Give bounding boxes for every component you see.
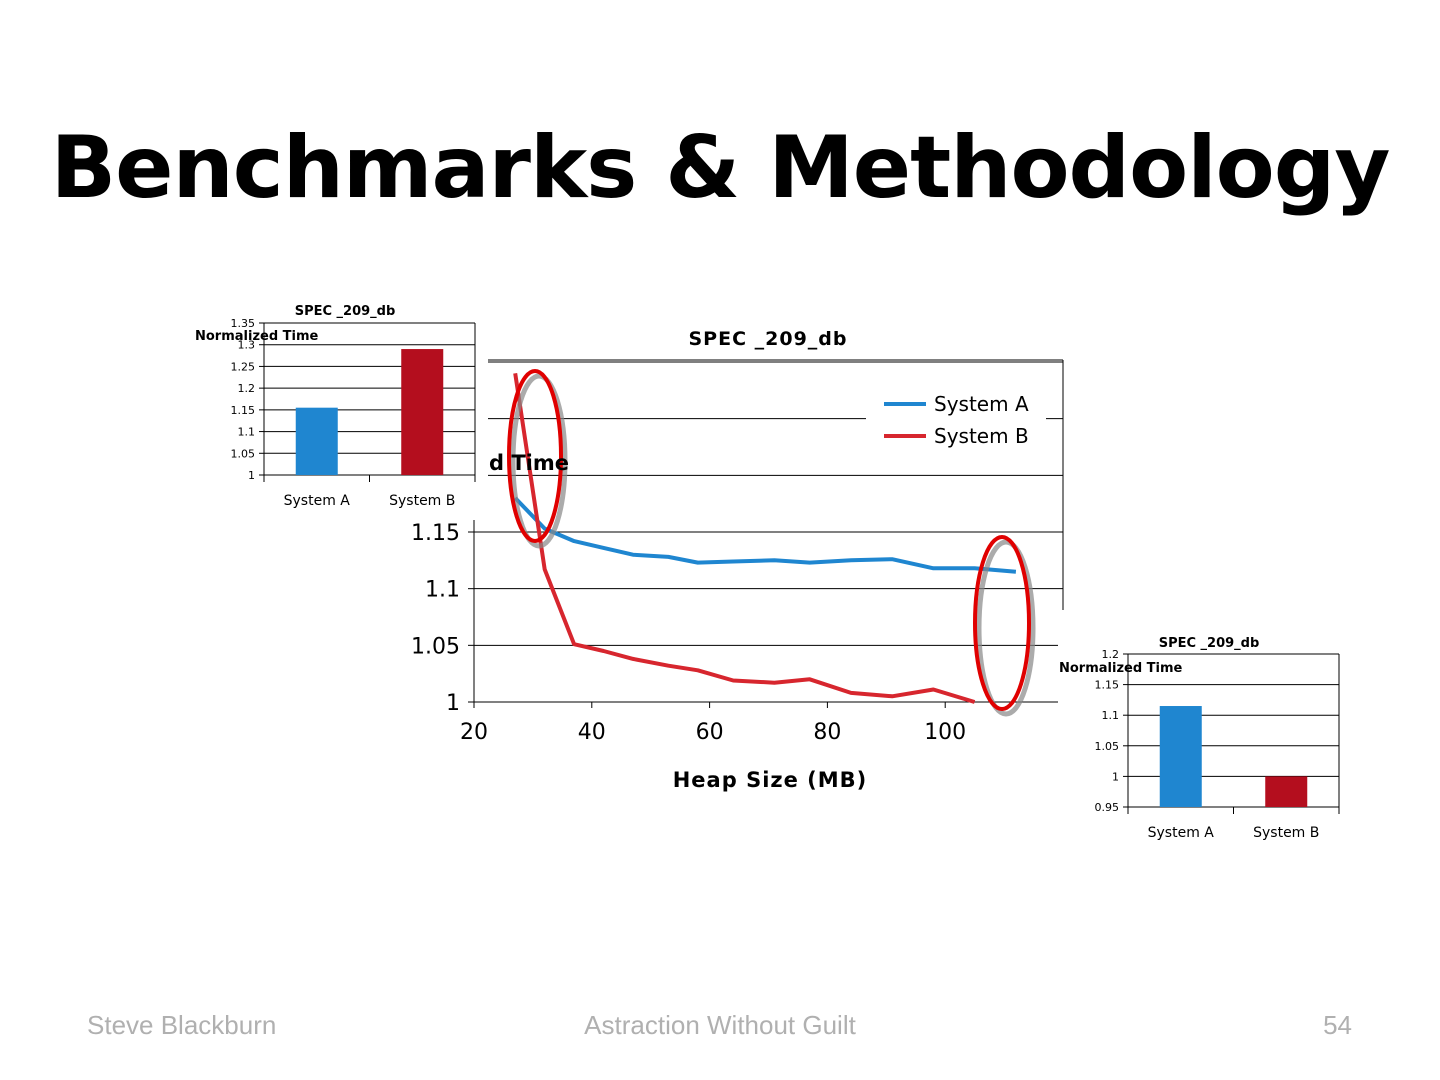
highlight-ellipse-left [507,369,563,543]
y-tick-label: 1.1 [238,426,256,439]
x-axis-label: Heap Size (MB) [673,768,868,792]
highlight-ellipse-right [973,535,1031,711]
right-y-axis-label: Normalized Time [1059,661,1183,676]
annotations [507,369,1036,717]
y-tick-label: 1.2 [1102,648,1120,661]
slide-title: Benchmarks & Methodology [50,118,1391,218]
ellipse-shadow-right [976,539,1036,717]
y-tick-label: 1 [1112,770,1119,783]
footer-author: Steve Blackburn [87,1010,277,1040]
x-tick-label: System A [284,493,351,509]
y-tick-label: 1.15 [1095,679,1120,692]
tick-labels: 1 1.05 1.1 1.15 1.2 1.25 1.3 1.35 System A System… [231,317,456,509]
bar-system-a [295,407,338,475]
tick-labels: 0.95 1 1.05 1.1 1.15 1.2 System A System B [1095,648,1320,841]
legend-label-system-a: System A [934,392,1029,416]
series-lines [513,373,1017,704]
y-tick-label: 1.25 [231,360,256,373]
y-tick-label: 1.35 [231,317,256,330]
x-tick-label: 60 [696,720,724,745]
bars [295,349,444,475]
axes [473,520,1063,703]
y-tick-label: 1 [446,691,460,716]
page-number: 54 [1323,1010,1352,1040]
series-line-system-a [513,496,1017,574]
bar-system-a [1159,706,1202,807]
x-tick-label: System B [1253,825,1319,841]
x-tick-label: System A [1148,825,1215,841]
bar-system-b [1265,776,1308,807]
footer-presentation-title: Astraction Without Guilt [584,1010,856,1040]
y-tick-label: 1.15 [411,521,460,546]
bar-system-b [401,349,444,475]
x-tick-label: System B [389,493,455,509]
x-tick-label: 20 [460,720,488,745]
y-tick-label: 1.2 [238,382,256,395]
legend-label-system-b: System B [934,424,1029,448]
y-tick-label: 1.1 [1102,709,1120,722]
y-tick-label: 1.05 [411,634,460,659]
y-tick-label: 1.3 [238,339,256,352]
series-line-system-b [513,373,976,704]
y-tick-label: 1.05 [231,447,256,460]
legend: System A System B [866,388,1046,456]
chart-title: SPEC _209_db [688,328,847,350]
x-tick-label: 40 [578,720,606,745]
y-tick-label: 0.95 [1095,801,1120,814]
left-chart-title: SPEC _209_db [295,304,396,319]
x-tick-label: 100 [924,720,966,745]
y-tick-label: 1.15 [231,404,256,417]
y-tick-label: 1 [248,469,255,482]
right-chart-background [1058,632,1348,847]
gridlines [474,359,1064,703]
y-tick-label: 1.05 [1095,740,1120,753]
y-axis-label: d Time [489,451,569,475]
x-tick-label: 80 [813,720,841,745]
bars [1159,706,1308,807]
ellipse-shadow-left [510,373,568,549]
y-tick-label: 1.1 [425,578,460,603]
right-chart-title: SPEC _209_db [1159,636,1260,651]
left-y-axis-label: Normalized Time [195,329,319,344]
